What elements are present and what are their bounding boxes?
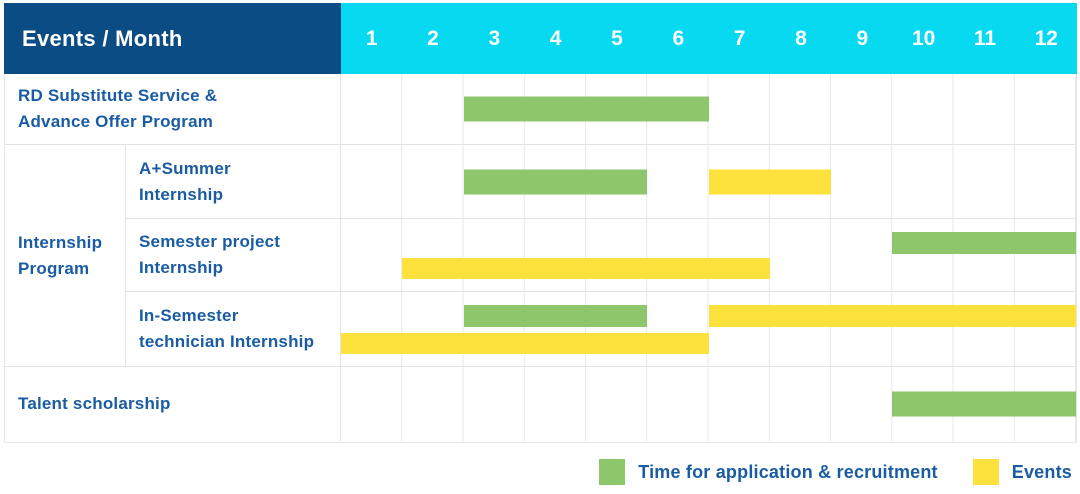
row-label-a-plus-summer: A+Summer Internship [126,145,341,219]
gantt-bar-event [708,169,831,194]
gantt-bar-event [708,305,1076,327]
row-label-talent-scholarship: Talent scholarship [5,367,341,441]
gantt-bar-application [892,391,1076,417]
row-label-semester-project: Semester project Internship [126,219,341,292]
month-header-1: 1 [365,26,378,50]
chart-row-rd-substitute [341,74,1076,145]
schedule-table: Events / Month 1 2 3 4 5 6 7 8 9 10 11 12 RD Substi… [4,3,1077,443]
gantt-bar-application [892,232,1076,254]
month-header-3: 3 [488,26,501,50]
month-header-11: 11 [973,26,997,50]
chart-row-talent-scholarship [341,367,1076,441]
events-legend-label: Events [1011,461,1072,482]
gantt-bar-application [463,169,648,194]
events-month-header-cell: Events / Month [4,3,341,74]
row-label-rd-substitute: RD Substitute Service & Advance Offer Pr… [5,74,341,145]
events-swatch-icon [972,459,999,485]
chart-row-semester-project [341,219,1076,292]
month-header-6: 6 [672,26,685,50]
chart-row-in-semester-technician [341,292,1076,367]
group-label-internship-program: Internship Program [5,145,126,367]
month-header-row: 1 2 3 4 5 6 7 8 9 10 11 12 [341,3,1077,74]
month-header-4: 4 [549,26,562,50]
events-month-header-label: Events / Month [22,25,183,51]
gantt-bar-application [463,305,648,327]
gantt-bar-application [463,96,709,122]
chart-row-a-plus-summer [341,145,1076,219]
gantt-bar-event [341,333,709,354]
month-header-10: 10 [911,26,936,50]
month-header-9: 9 [856,26,869,50]
row-label-in-semester-technician: In-Semester technician Internship [126,292,341,367]
month-header-8: 8 [795,26,807,50]
application-legend-label: Time for application & recruitment [638,461,938,482]
month-header-7: 7 [733,26,746,50]
month-header-2: 2 [427,26,439,50]
month-header-12: 12 [1034,26,1058,50]
gantt-bar-event [402,258,770,279]
legend: Time for application & recruitment Event… [599,456,1072,488]
month-header-5: 5 [611,26,623,50]
application-swatch-icon [599,459,626,485]
